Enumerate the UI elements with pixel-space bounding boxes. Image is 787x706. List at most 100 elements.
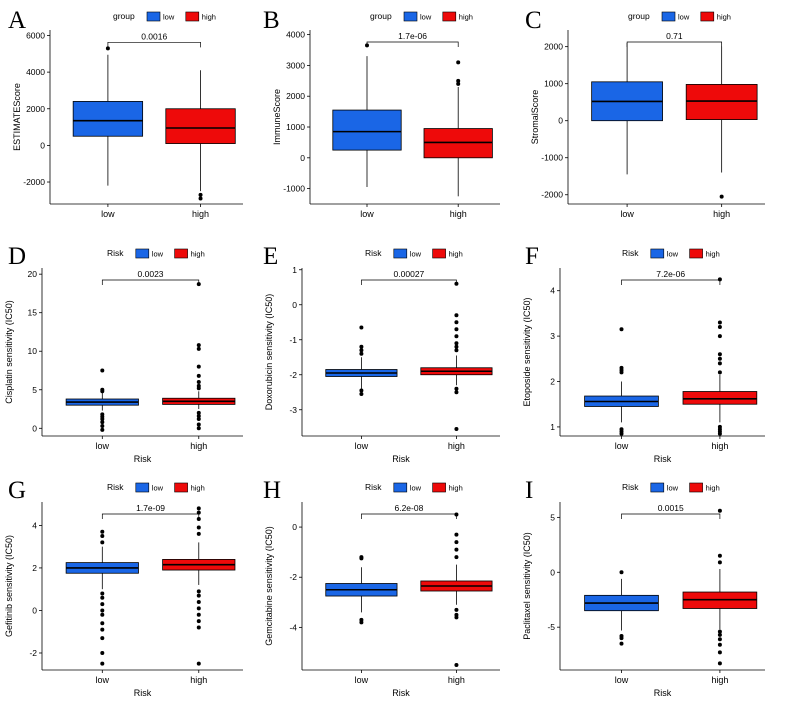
panel-letter: F [525,243,539,270]
outlier-point [619,570,624,575]
outlier-point [717,370,722,375]
outlier-point [456,81,461,86]
significance-bracket [361,513,457,519]
outlier-point [454,547,459,552]
outlier-point [717,320,722,325]
box-low [584,327,659,436]
x-tick-label-high: high [711,675,728,685]
outlier-point [719,194,724,199]
outlier-point [196,525,201,530]
outlier-point [196,517,201,522]
legend-key-low [135,482,150,493]
legend-title: group [628,11,650,21]
box-body [165,108,236,144]
y-tick-label: 0 [300,153,305,163]
outlier-point [196,599,201,604]
outlier-point [198,192,203,197]
y-axis-label: Paclitaxel sensitivity (IC50) [522,532,532,640]
outlier-point [717,334,722,339]
p-value-label: 0.0016 [141,31,167,41]
outlier-point [717,325,722,330]
legend-label-high: high [449,250,463,259]
outlier-point [619,370,624,375]
outlier-point [717,642,722,647]
outlier-point [456,78,461,83]
outlier-point [717,361,722,366]
outlier-point [196,413,201,418]
outlier-point [100,650,105,655]
x-tick-label-high: high [190,675,207,685]
outlier-point [454,615,459,620]
legend-label-low: low [410,484,422,493]
significance-bracket [107,41,201,48]
panel-h: H Risk low high -4 -2 0 Gemcitabine sensitivity… [263,477,500,698]
y-tick-label: 15 [28,308,38,318]
p-value-label: 1.7e-09 [136,503,165,513]
significance-bracket [366,41,459,47]
outlier-point [454,532,459,537]
y-tick-label: 0 [292,522,297,532]
outlier-point [196,386,201,391]
legend-label-high: high [459,13,473,22]
x-tick-label-high: high [448,675,465,685]
y-tick-label: -4 [289,622,297,632]
outlier-point [456,60,461,65]
y-axis-label: Doxorubicin sensitivity (IC50) [264,294,274,411]
box-low [325,555,398,625]
legend-key-high [432,482,446,493]
box-high [423,60,493,197]
outlier-point [359,325,364,330]
panel-letter: B [263,7,280,34]
outlier-point [359,392,364,396]
significance-bracket [101,513,200,519]
box-high [420,512,493,667]
y-tick-label: 1000 [286,122,305,132]
outlier-point [717,560,722,565]
box-low [65,368,139,432]
legend-label-high: high [449,484,463,493]
outlier-point [100,423,105,428]
legend-title: group [370,11,392,21]
legend-key-high [185,11,200,22]
y-tick-label: -2000 [23,177,45,187]
outlier-point [359,348,364,353]
y-tick-label: 2 [550,377,555,387]
y-tick-label: 4 [550,286,555,296]
panel-letter: G [8,477,26,504]
outlier-point [196,426,201,431]
legend-key-high [174,482,188,493]
box-body [685,84,758,120]
legend-label-high: high [191,484,205,493]
panel-letter: C [525,7,542,34]
legend-title: Risk [107,248,124,258]
panel-d: D Risk low high 0 5 10 15 20 Cisplatin sensitivit… [4,243,243,464]
outlier-point [100,417,105,422]
x-tick-label-high: high [192,209,209,219]
legend-key-high [689,248,703,259]
outlier-point [454,344,459,349]
x-tick-label-high: high [448,441,465,451]
panel-letter: D [8,243,26,270]
outlier-point [100,389,105,394]
legend-label-high: high [706,250,720,259]
outlier-point [196,364,201,369]
legend-title: Risk [365,482,382,492]
y-tick-label: 0 [558,116,563,126]
outlier-point [454,662,459,667]
box-high [162,506,236,666]
x-tick-label-low: low [355,441,369,451]
y-tick-label: -5 [547,622,555,632]
legend-key-low [650,482,665,493]
x-tick-label-low: low [96,441,110,451]
legend-key-low [650,248,665,259]
outlier-point [105,46,110,51]
outlier-point [619,636,624,641]
legend-label-low: low [163,13,175,22]
outlier-point [717,629,722,634]
outlier-point [454,320,459,325]
y-axis-label: Gemcitabine sensitivity (IC50) [264,526,274,646]
outlier-point [717,277,722,282]
y-tick-label: 5 [550,512,555,522]
legend-label-low: low [410,250,422,259]
